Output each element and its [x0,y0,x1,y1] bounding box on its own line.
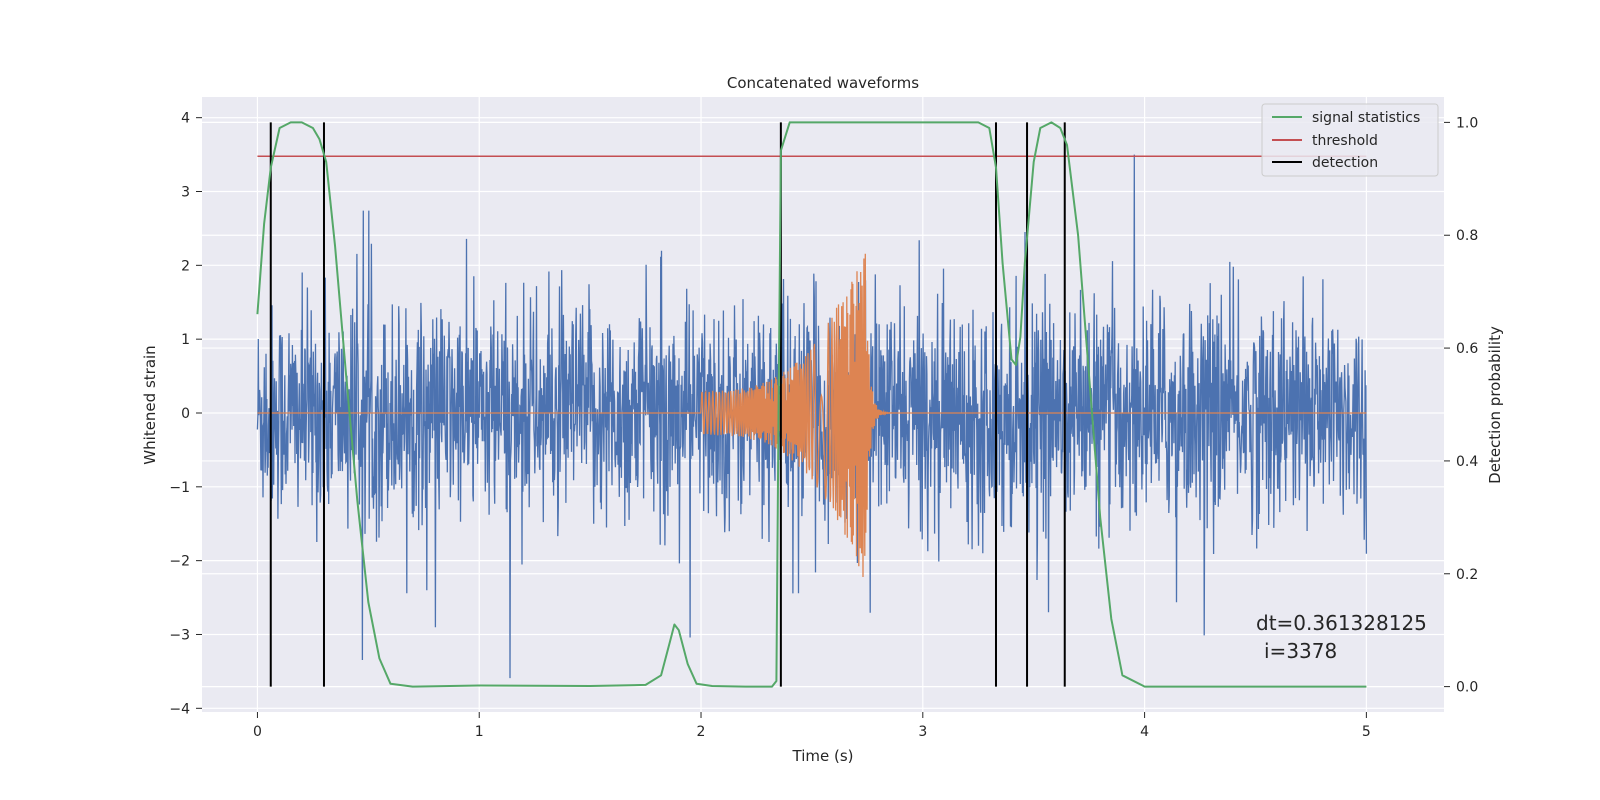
y-tick-label: −1 [169,480,190,496]
y-tick-label: 2 [181,258,190,274]
y2-tick-label: 1.0 [1456,115,1478,131]
detection-series [269,122,1066,687]
y-tick-label: −2 [169,554,190,570]
y-tick-label: 4 [181,111,190,127]
legend-label-detection: detection [1312,155,1378,171]
x-tick-label: 2 [697,724,706,740]
legend-label-signal-statistics: signal statistics [1312,110,1420,126]
ticks: 0 1 2 3 4 5 −4 −3 −2 −1 0 1 2 3 4 0.0 0.2 0.4 0.6 0.8 1.0 [169,111,1478,740]
noise-line [256,154,1368,679]
injection-line [257,253,1367,578]
signal-statistics-series [256,121,1367,688]
x-tick-label: 4 [1140,724,1149,740]
x-tick-label: 1 [475,724,484,740]
chart-title: Concatenated waveforms [727,74,919,92]
legend-label-threshold: threshold [1312,133,1378,149]
y2-tick-label: 0.6 [1456,341,1478,357]
y-tick-label: 0 [181,406,190,422]
noise-series [256,154,1368,679]
y-tick-label: 1 [181,332,190,348]
y2-tick-label: 0.2 [1456,567,1478,583]
y-axis-label: Whitened strain [141,345,159,464]
signal-statistics-line [256,121,1367,688]
injection-series [257,253,1367,578]
annotation-i: i=3378 [1264,639,1337,663]
legend: signal statistics threshold detection [1261,103,1439,177]
x-axis-label: Time (s) [792,747,854,765]
x-tick-label: 5 [1362,724,1371,740]
y2-axis-label: Detection probability [1486,326,1504,484]
y2-tick-label: 0.4 [1456,454,1478,470]
annotation-dt: dt=0.361328125 [1256,611,1427,635]
y-tick-label: −3 [169,627,190,643]
y2-tick-label: 0.8 [1456,228,1478,244]
y-tick-label: 3 [181,185,190,201]
x-tick-label: 0 [253,724,262,740]
x-tick-label: 3 [918,724,927,740]
y-tick-label: −4 [169,701,190,717]
y2-tick-label: 0.0 [1456,680,1478,696]
legend-box [1261,103,1439,177]
